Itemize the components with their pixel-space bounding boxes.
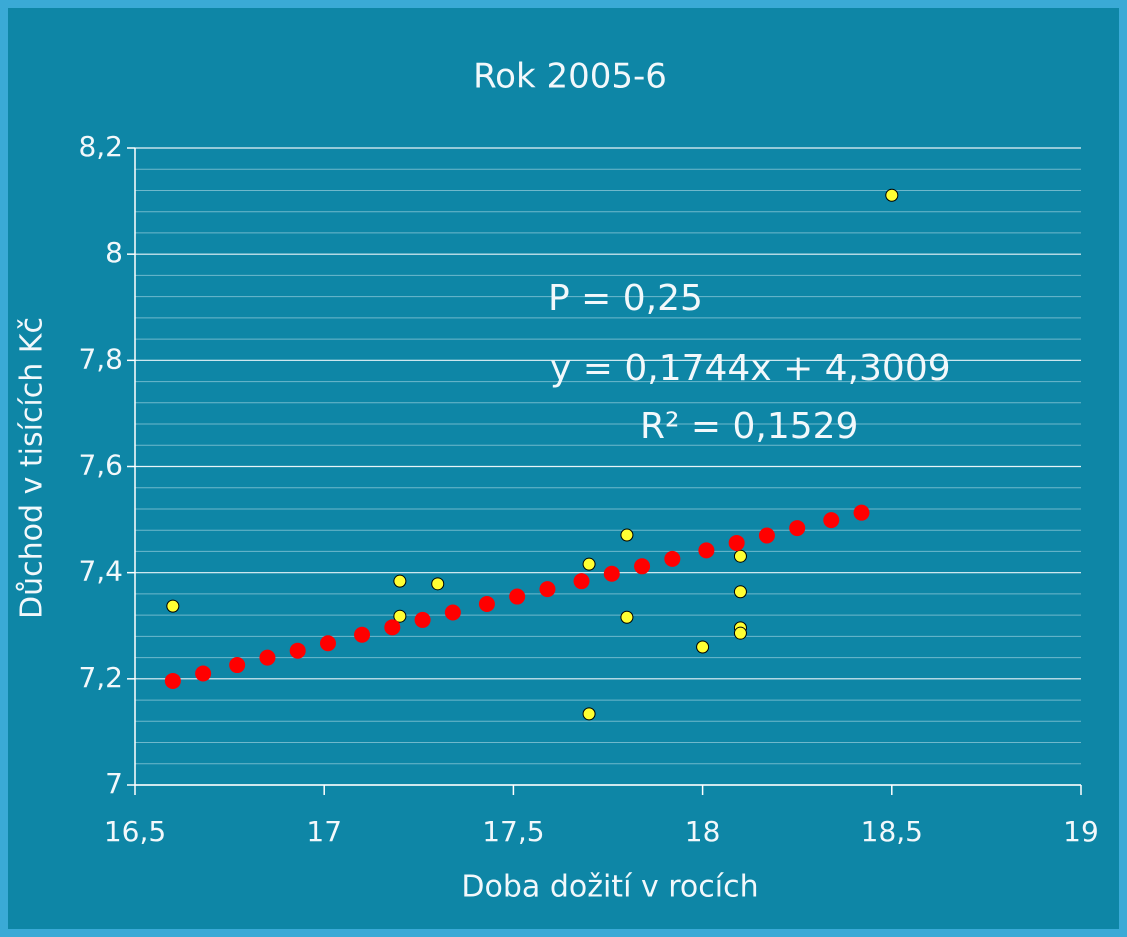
data-point — [823, 512, 840, 529]
y-axis-label: Důchod v tisících Kč — [15, 317, 50, 619]
data-point — [853, 504, 870, 521]
data-point — [733, 585, 747, 599]
y-tick-label: 7,2 — [78, 661, 123, 694]
y-tick-label: 7 — [105, 767, 123, 800]
data-point — [582, 707, 596, 721]
data-point — [728, 534, 745, 551]
data-point — [229, 657, 246, 674]
background — [8, 8, 1119, 929]
y-tick-label: 7,6 — [78, 449, 123, 482]
y-tick-label: 8,2 — [78, 130, 123, 163]
x-tick-label: 18 — [685, 815, 721, 848]
data-point — [509, 588, 526, 605]
data-point — [164, 672, 181, 689]
x-axis-label: Doba dožití v rocích — [461, 870, 758, 905]
data-point — [789, 520, 806, 537]
data-point — [758, 527, 775, 544]
data-point — [393, 574, 407, 588]
data-point — [620, 528, 634, 542]
x-tick-label: 16,5 — [104, 815, 166, 848]
data-point — [885, 188, 899, 202]
data-point — [620, 610, 634, 624]
data-point — [733, 626, 747, 640]
y-tick-label: 7,8 — [78, 342, 123, 375]
data-point — [444, 604, 461, 621]
data-point — [664, 550, 681, 567]
data-point — [582, 557, 596, 571]
data-point — [414, 611, 431, 628]
y-tick-label: 8 — [105, 236, 123, 269]
data-point — [319, 635, 336, 652]
data-point — [384, 619, 401, 636]
data-point — [195, 665, 212, 682]
data-point — [698, 542, 715, 559]
data-point — [431, 577, 445, 591]
annotation: y = 0,1744x + 4,3009 — [550, 348, 951, 389]
x-tick-label: 19 — [1063, 815, 1099, 848]
data-point — [289, 642, 306, 659]
data-point — [696, 640, 710, 654]
data-point — [259, 649, 276, 666]
data-point — [166, 599, 180, 613]
data-point — [354, 626, 371, 643]
data-point — [539, 581, 556, 598]
data-point — [393, 609, 407, 623]
data-point — [573, 573, 590, 590]
annotation: P = 0,25 — [548, 278, 703, 319]
x-tick-label: 17,5 — [482, 815, 544, 848]
x-tick-label: 17 — [306, 815, 342, 848]
data-point — [603, 565, 620, 582]
data-point — [478, 595, 495, 612]
data-point — [634, 558, 651, 575]
annotation: R² = 0,1529 — [640, 406, 858, 447]
x-tick-label: 18,5 — [861, 815, 923, 848]
chart-title: Rok 2005-6 — [473, 57, 667, 97]
y-tick-label: 7,4 — [78, 555, 123, 588]
data-point — [733, 549, 747, 563]
